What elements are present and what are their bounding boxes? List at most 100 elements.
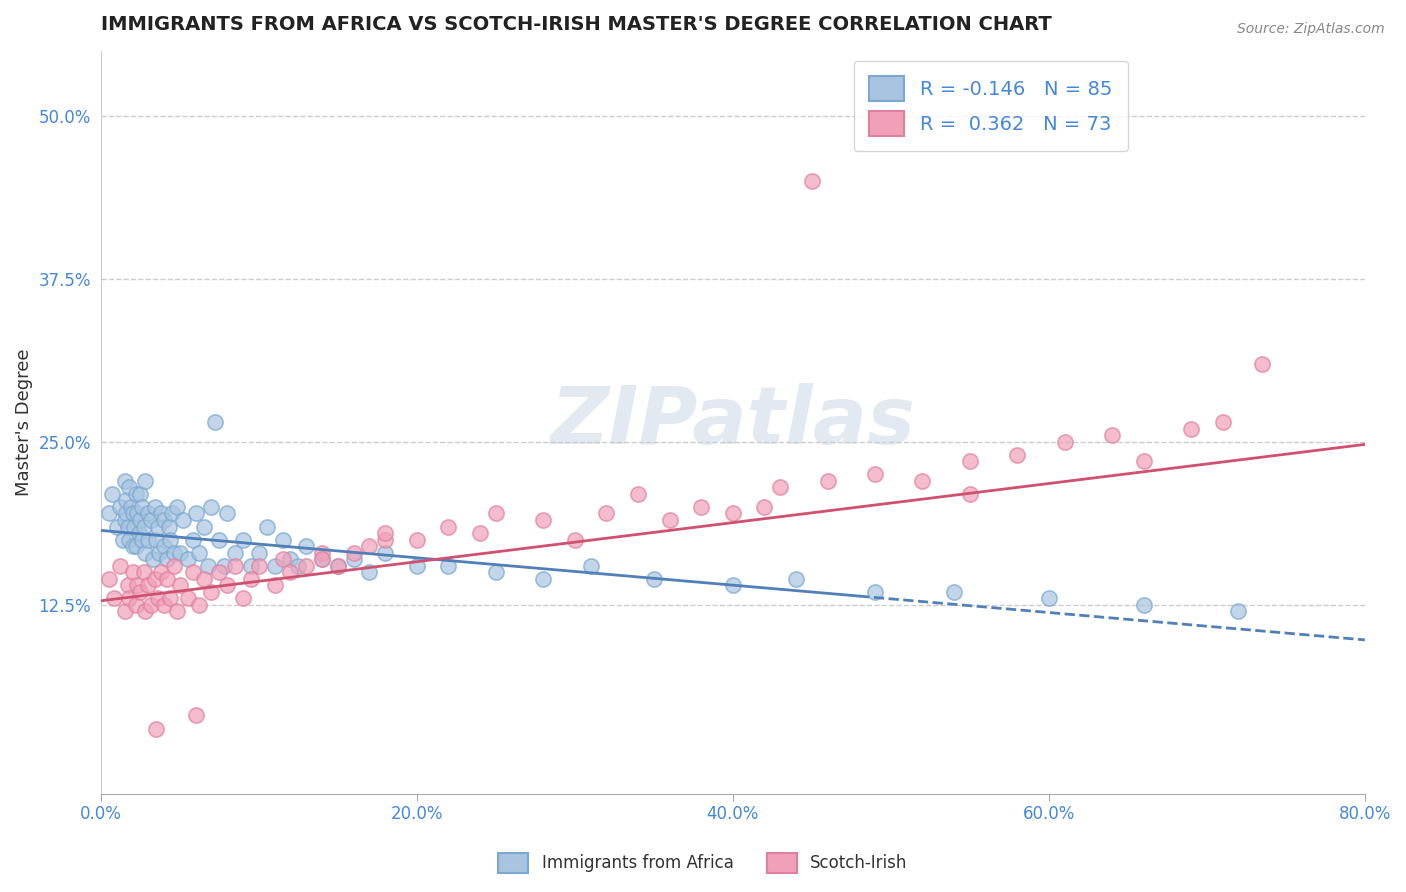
Point	[232, 533, 254, 547]
Point	[311, 552, 333, 566]
Point	[153, 598, 176, 612]
Point	[118, 591, 141, 606]
Point	[153, 513, 176, 527]
Point	[156, 552, 179, 566]
Point	[374, 545, 396, 559]
Point	[564, 533, 586, 547]
Point	[485, 565, 508, 579]
Point	[1053, 434, 1076, 449]
Point	[785, 572, 807, 586]
Point	[105, 519, 128, 533]
Point	[129, 487, 152, 501]
Point	[114, 513, 136, 527]
Point	[141, 598, 163, 612]
Point	[531, 513, 554, 527]
Point	[101, 487, 124, 501]
Point	[157, 519, 180, 533]
Point	[115, 507, 138, 521]
Point	[97, 572, 120, 586]
Point	[134, 604, 156, 618]
Point	[181, 565, 204, 579]
Point	[148, 545, 170, 559]
Point	[579, 558, 602, 573]
Point	[141, 513, 163, 527]
Point	[134, 474, 156, 488]
Point	[263, 558, 285, 573]
Point	[863, 467, 886, 482]
Point	[169, 545, 191, 559]
Point	[232, 591, 254, 606]
Point	[136, 533, 159, 547]
Point	[129, 584, 152, 599]
Point	[769, 480, 792, 494]
Point	[406, 558, 429, 573]
Point	[108, 558, 131, 573]
Point	[184, 507, 207, 521]
Point	[193, 519, 215, 533]
Point	[187, 545, 209, 559]
Point	[1038, 591, 1060, 606]
Point	[117, 519, 139, 533]
Point	[643, 572, 665, 586]
Point	[127, 578, 149, 592]
Point	[658, 513, 681, 527]
Point	[1132, 454, 1154, 468]
Point	[166, 604, 188, 618]
Point	[136, 578, 159, 592]
Point	[166, 500, 188, 514]
Point	[800, 174, 823, 188]
Point	[1101, 428, 1123, 442]
Point	[160, 507, 183, 521]
Point	[197, 558, 219, 573]
Point	[817, 474, 839, 488]
Point	[159, 533, 181, 547]
Point	[531, 572, 554, 586]
Point	[149, 565, 172, 579]
Point	[911, 474, 934, 488]
Point	[374, 526, 396, 541]
Text: IMMIGRANTS FROM AFRICA VS SCOTCH-IRISH MASTER'S DEGREE CORRELATION CHART: IMMIGRANTS FROM AFRICA VS SCOTCH-IRISH M…	[101, 15, 1052, 34]
Point	[111, 533, 134, 547]
Point	[145, 722, 167, 736]
Point	[132, 519, 155, 533]
Point	[114, 604, 136, 618]
Point	[162, 558, 184, 573]
Point	[117, 578, 139, 592]
Point	[721, 578, 744, 592]
Point	[240, 558, 263, 573]
Point	[1212, 415, 1234, 429]
Point	[118, 533, 141, 547]
Point	[124, 487, 146, 501]
Point	[124, 598, 146, 612]
Point	[1227, 604, 1250, 618]
Point	[132, 565, 155, 579]
Point	[343, 545, 366, 559]
Point	[172, 513, 194, 527]
Point	[129, 513, 152, 527]
Point	[124, 539, 146, 553]
Point	[162, 545, 184, 559]
Point	[256, 519, 278, 533]
Point	[343, 552, 366, 566]
Point	[153, 539, 176, 553]
Point	[131, 500, 153, 514]
Point	[295, 539, 318, 553]
Point	[177, 591, 200, 606]
Point	[146, 591, 169, 606]
Text: ZIPatlas: ZIPatlas	[550, 384, 915, 461]
Point	[122, 519, 145, 533]
Point	[193, 572, 215, 586]
Point	[359, 565, 381, 579]
Point	[114, 474, 136, 488]
Point	[1132, 598, 1154, 612]
Point	[103, 591, 125, 606]
Point	[326, 558, 349, 573]
Point	[121, 507, 143, 521]
Point	[754, 500, 776, 514]
Point	[224, 558, 246, 573]
Y-axis label: Master's Degree: Master's Degree	[15, 349, 32, 496]
Point	[437, 519, 460, 533]
Point	[485, 507, 508, 521]
Point	[145, 533, 167, 547]
Point	[115, 493, 138, 508]
